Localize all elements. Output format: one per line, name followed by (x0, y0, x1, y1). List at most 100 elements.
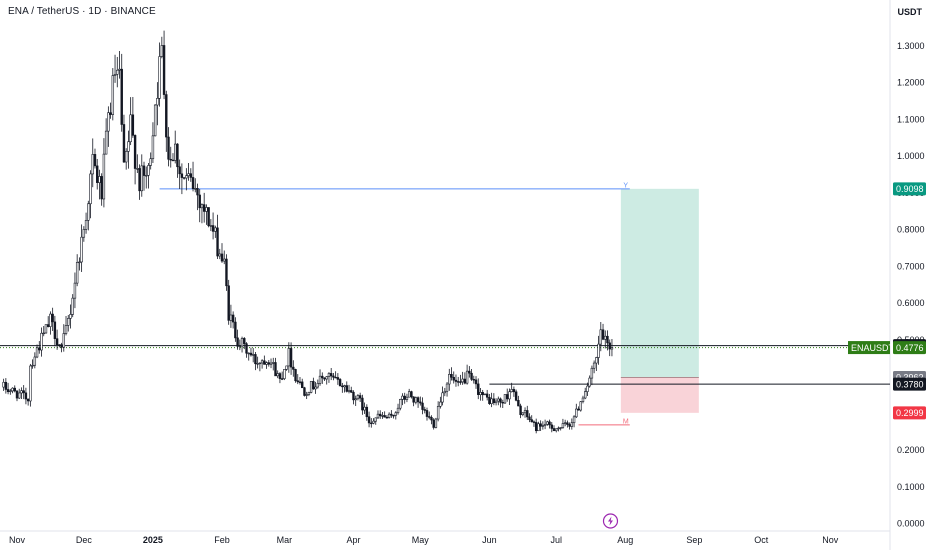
lightning-glyph (607, 516, 613, 526)
candle (160, 45, 164, 57)
candle (543, 423, 547, 426)
candle (428, 416, 431, 418)
current-price-tag[interactable] (893, 341, 926, 355)
stop-price-tag[interactable] (893, 406, 926, 420)
candle (216, 227, 219, 257)
candle (151, 135, 155, 160)
candle (46, 324, 50, 327)
y-tick-label: 0.2000 (897, 445, 925, 455)
x-tick-label: Oct (754, 535, 769, 545)
candle (419, 401, 422, 404)
candle (189, 173, 193, 178)
candle (394, 412, 398, 416)
current-price-symbol-tag[interactable] (848, 341, 890, 355)
candle (156, 98, 159, 106)
candle (392, 414, 395, 417)
candle (107, 112, 110, 132)
candle (111, 75, 115, 115)
candle (62, 333, 65, 348)
candle (595, 357, 598, 364)
candle (294, 369, 297, 382)
target-zone[interactable] (620, 188, 699, 378)
candle (588, 377, 591, 387)
candle (412, 396, 415, 403)
candle (109, 112, 112, 115)
candle (251, 354, 255, 356)
candle (334, 376, 337, 379)
candle (407, 391, 411, 398)
candle (258, 362, 262, 365)
candle (350, 390, 353, 393)
candle (209, 225, 213, 227)
x-tick-label: Jun (482, 535, 497, 545)
current-price-symbol-text: ENAUSDT (851, 343, 895, 353)
candle (305, 394, 308, 396)
y-tick-label: 1.2000 (897, 78, 925, 88)
candle (439, 401, 442, 407)
candle (354, 398, 357, 401)
candle (236, 337, 239, 347)
candle (136, 168, 139, 170)
candle (338, 379, 342, 387)
candle (521, 412, 525, 415)
candle (171, 159, 175, 162)
candle (133, 135, 137, 169)
candle (116, 69, 119, 75)
candle (563, 422, 567, 424)
target-price-tag-text: 0.9098 (896, 184, 924, 194)
candle (485, 393, 489, 398)
target-ray-marker: Y (623, 182, 628, 189)
candle (512, 389, 516, 393)
candle (55, 338, 59, 345)
candle (87, 203, 90, 221)
candle (247, 352, 250, 355)
candle (120, 68, 123, 125)
candle (503, 394, 507, 404)
candle (15, 390, 19, 399)
candle (96, 165, 99, 183)
candle (274, 362, 277, 377)
current-price-tag-text: 0.4776 (896, 343, 924, 353)
candle (176, 143, 179, 168)
candle (44, 324, 48, 334)
candle (301, 381, 304, 389)
support-price-tag-text: 0.3780 (896, 379, 924, 389)
candle (488, 396, 491, 404)
candle (445, 383, 449, 392)
y-tick-label: 1.3000 (897, 41, 925, 51)
candle (307, 392, 311, 395)
candle (606, 335, 609, 344)
symbol-title[interactable]: ENA / TetherUS · 1D · BINANCE (8, 6, 156, 17)
y-tick-label: 1.1000 (897, 114, 925, 124)
candle (336, 377, 340, 380)
candle (254, 354, 257, 365)
support-price-tag[interactable] (893, 377, 926, 391)
candle (202, 204, 206, 212)
stop-ray-marker: M (623, 418, 629, 425)
candle (474, 379, 478, 385)
candle (441, 392, 444, 403)
candle (528, 416, 531, 420)
candle (399, 399, 402, 409)
candle (568, 424, 571, 427)
candle (64, 325, 68, 334)
candle (303, 387, 306, 396)
candle (508, 391, 511, 400)
candle (532, 421, 536, 423)
candle (131, 114, 135, 136)
candle (194, 188, 197, 190)
candle (403, 395, 406, 400)
candle (501, 402, 504, 404)
candle (534, 422, 538, 432)
target-price-tag[interactable] (893, 182, 926, 196)
candle (599, 329, 603, 345)
x-tick-label: Mar (277, 535, 293, 545)
stop-zone[interactable] (620, 377, 699, 413)
candle (276, 373, 279, 377)
candle (450, 374, 453, 378)
currency-label[interactable]: USDT (897, 7, 923, 17)
candle (416, 397, 420, 403)
candle (557, 427, 560, 430)
